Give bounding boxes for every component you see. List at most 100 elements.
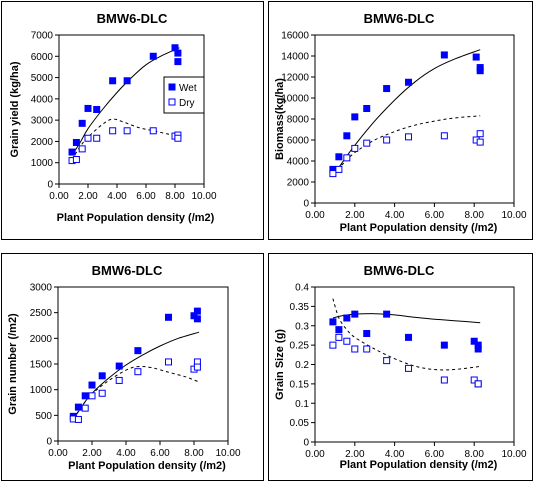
y-axis-label: Grain yield (kg/ha) (9, 61, 21, 157)
data-point-wet (149, 52, 157, 60)
y-axis-label: Grain Size (g) (274, 329, 286, 400)
data-point-dry (351, 144, 359, 152)
data-point-wet (78, 119, 86, 127)
legend-marker-wet (168, 83, 176, 91)
legend-marker-dry (168, 98, 176, 106)
data-point-dry (81, 404, 89, 412)
data-point-dry (329, 341, 337, 349)
data-point-wet (405, 78, 413, 86)
x-axis-label: Plant Population density (/m2) (57, 212, 215, 224)
data-point-dry (115, 376, 123, 384)
data-point-wet (329, 318, 337, 326)
y-tick-label: 2000 (31, 137, 54, 148)
chart-title: BMW6-DLC (92, 263, 163, 278)
data-point-dry (440, 376, 448, 384)
data-point-dry (476, 138, 484, 146)
data-point-dry (363, 139, 371, 147)
y-tick-label: 0 (47, 180, 53, 191)
x-axis-label: Plant Population density (/m2) (340, 222, 498, 234)
fit-line-dry (332, 298, 481, 371)
y-tick-label: 0.05 (290, 418, 310, 429)
data-point-wet (81, 392, 89, 400)
x-tick-label: 2.00 (345, 449, 365, 460)
y-tick-label: 0.15 (290, 379, 310, 390)
data-point-wet (343, 132, 351, 140)
x-tick-label: 8.00 (464, 449, 484, 460)
x-tick-label: 8.00 (464, 210, 484, 221)
data-point-dry (343, 337, 351, 345)
data-point-dry (123, 127, 131, 135)
y-tick-label: 4000 (287, 157, 310, 168)
x-tick-label: 6.00 (136, 191, 156, 202)
data-point-wet (405, 333, 413, 341)
legend-label-wet: Wet (179, 83, 197, 94)
fit-line-dry (71, 118, 180, 160)
y-tick-label: 0.2 (295, 360, 309, 371)
data-point-dry (78, 145, 86, 153)
chart-title: BMW6-DLC (97, 11, 168, 26)
data-point-wet (363, 105, 371, 112)
fit-line-wet (332, 49, 481, 176)
data-point-wet (193, 315, 201, 323)
data-point-wet (440, 341, 448, 349)
data-point-wet (74, 403, 82, 411)
x-tick-label: 0.00 (49, 191, 69, 202)
y-tick-label: 1000 (31, 158, 54, 169)
x-tick-label: 4.00 (385, 449, 405, 460)
x-tick-label: 4.00 (116, 448, 136, 459)
y-tick-label: 6000 (31, 52, 54, 63)
chart-grain-number: BMW6-DLC Plant Population density (/m2) Gr… (1, 253, 264, 481)
x-axis-label: Plant Population density (/m2) (340, 459, 498, 471)
data-point-dry (405, 133, 413, 141)
chart-grain-yield: BMW6-DLC Plant Population density (/m2) Gr… (1, 1, 264, 240)
y-axis-label: Biomass(kg/ha) (274, 78, 286, 160)
y-axis-label: Grain number (/m2) (7, 313, 19, 415)
data-point-dry (84, 134, 92, 142)
plot-area (57, 286, 229, 442)
x-axis-label: Plant Population density (/m2) (68, 460, 226, 472)
x-tick-label: 4.00 (107, 191, 127, 202)
data-point-wet (343, 314, 351, 322)
y-tick-label: 0.4 (295, 283, 309, 294)
data-point-dry (98, 389, 106, 397)
x-tick-label: 10.00 (501, 210, 526, 221)
x-tick-label: 10.00 (191, 191, 216, 202)
y-tick-label: 0.1 (295, 399, 309, 410)
y-tick-label: 1000 (30, 385, 53, 396)
data-point-dry (165, 358, 172, 366)
data-point-dry (470, 376, 478, 384)
data-point-dry (335, 333, 343, 341)
x-tick-label: 6.00 (150, 448, 170, 459)
data-point-wet (351, 310, 359, 318)
chart-svg: BMW6-DLC Plant Population density (/m2) Gr… (274, 263, 527, 471)
x-tick-label: 8.00 (165, 191, 185, 202)
data-point-wet (109, 77, 117, 85)
data-point-dry (134, 368, 142, 376)
y-tick-label: 2000 (30, 334, 53, 345)
x-tick-label: 10.00 (215, 448, 240, 459)
chart-biomass: BMW6-DLC Plant Population density (/m2) Bi… (268, 1, 533, 240)
y-tick-label: 16000 (281, 31, 309, 42)
legend-box (163, 76, 205, 114)
data-point-dry (335, 165, 343, 173)
y-tick-label: 4000 (31, 94, 54, 105)
data-point-dry (174, 134, 182, 142)
data-point-wet (383, 310, 391, 318)
y-tick-label: 7000 (31, 31, 54, 42)
x-tick-label: 4.00 (385, 210, 405, 221)
data-point-dry (88, 392, 96, 400)
data-point-dry (329, 170, 337, 178)
data-point-wet (335, 326, 343, 334)
data-point-wet (440, 51, 448, 59)
data-point-wet (351, 113, 359, 121)
fit-line-wet (72, 331, 200, 420)
data-point-wet (174, 49, 182, 57)
data-point-dry (405, 364, 413, 372)
data-point-dry (440, 132, 448, 140)
x-tick-label: 2.00 (78, 191, 98, 202)
chart-svg: BMW6-DLC Plant Population density (/m2) Gr… (7, 263, 241, 472)
y-tick-label: 5000 (31, 73, 54, 84)
y-tick-label: 0.25 (290, 341, 310, 352)
data-point-wet (174, 58, 182, 66)
x-tick-label: 2.00 (82, 448, 102, 459)
